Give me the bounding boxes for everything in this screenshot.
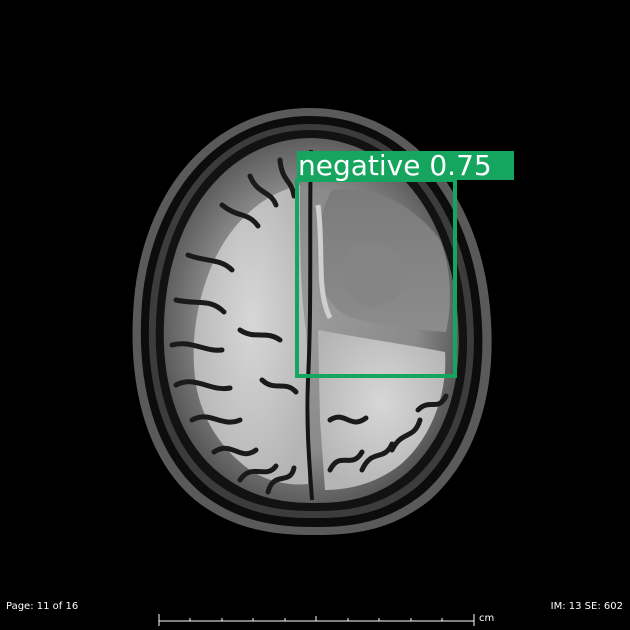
detection-label: negative 0.75 [297, 151, 514, 180]
scale-unit-label: cm [479, 613, 495, 624]
image-series-info: IM: 13 SE: 602 [550, 601, 623, 612]
scale-ruler [158, 614, 475, 626]
brain-scan-image [132, 108, 492, 535]
page-indicator: Page: 11 of 16 [6, 601, 79, 612]
detection-bounding-box [295, 178, 457, 378]
